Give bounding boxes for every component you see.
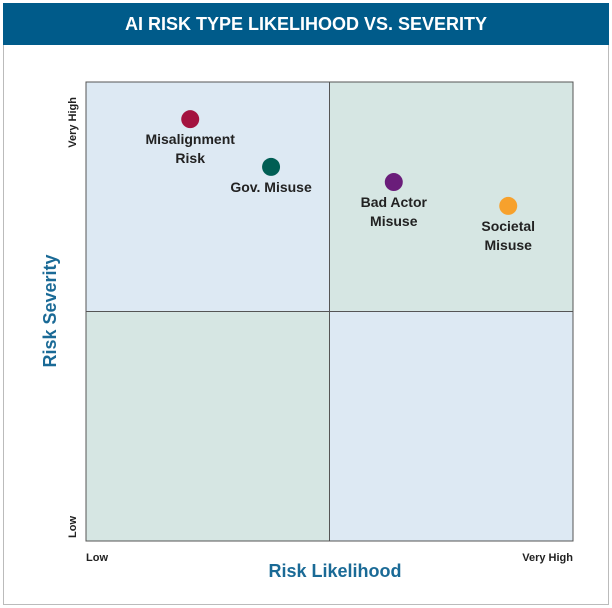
quadrant [85,81,330,312]
point [384,173,403,192]
y-tick-label: Low [67,516,79,538]
x-tick-label: Low [86,552,108,564]
quadrant [85,311,330,542]
point-label: Misalignment Risk [145,131,235,167]
point [181,110,200,129]
chart-title: AI RISK TYPE LIKELIHOOD VS. SEVERITY [125,14,487,34]
quadrant [329,311,574,542]
y-axis-label: Risk Severity [40,254,60,367]
x-axis-label: Risk Likelihood [268,561,401,581]
point-label: Societal Misuse [481,217,536,253]
x-tick-label: Very High [522,552,573,564]
y-tick-label: Very High [67,97,79,148]
point-label: Bad Actor Misuse [360,194,427,230]
point-label: Gov. Misuse [230,178,312,195]
title-bar [3,3,609,45]
point [499,196,518,215]
point [262,157,281,176]
quadrant [329,81,574,312]
